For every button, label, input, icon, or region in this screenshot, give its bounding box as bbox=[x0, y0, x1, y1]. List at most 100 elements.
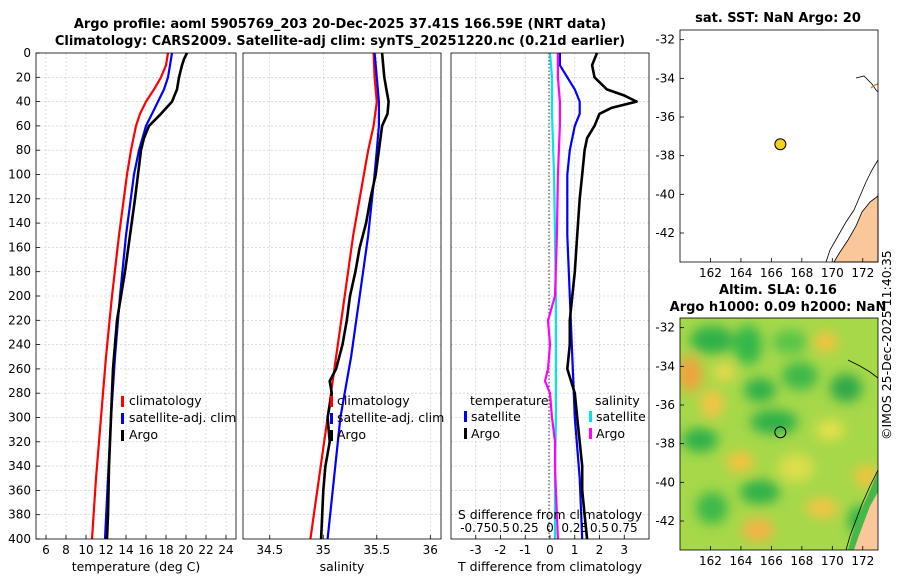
xtick-label--2: -2 bbox=[495, 543, 507, 557]
legend-climatology-swatch bbox=[121, 396, 124, 407]
map-xtick-label-170: 170 bbox=[821, 266, 844, 280]
ytick-label-220: 220 bbox=[8, 313, 31, 327]
sst-map: sat. SST: NaN Argo: 20 162 164 166 168 170 17… bbox=[655, 11, 879, 280]
map-xtick-label-168: 168 bbox=[790, 266, 813, 280]
ytick-label-100: 100 bbox=[8, 168, 31, 182]
s-xtick-label-0: -0.75 bbox=[460, 521, 491, 535]
map-xtick-label-162: 162 bbox=[699, 554, 722, 568]
map-ytick-label--42: -42 bbox=[655, 226, 675, 240]
s-xtick-label-6: 0.75 bbox=[611, 521, 638, 535]
map-ytick-label--36: -36 bbox=[655, 398, 675, 412]
legend-argo-swatch bbox=[121, 430, 124, 441]
series-satellite-adj-clim bbox=[326, 52, 380, 540]
ytick-label-20: 20 bbox=[16, 70, 31, 84]
float-position-marker bbox=[774, 138, 787, 151]
map-xtick-label-170: 170 bbox=[821, 554, 844, 568]
legend-s-satellite-label: satellite bbox=[596, 409, 646, 424]
xtick-label-35: 35 bbox=[316, 543, 331, 557]
legend-s-satellite-swatch bbox=[589, 411, 592, 422]
ytick-label-260: 260 bbox=[8, 362, 31, 376]
xtick-label-36: 36 bbox=[423, 543, 438, 557]
ytick-label-160: 160 bbox=[8, 240, 31, 254]
xtick-label-16: 16 bbox=[138, 543, 153, 557]
difference-legend-salinity: salinity satellite Argo bbox=[589, 393, 646, 441]
series-climatology bbox=[309, 52, 378, 540]
s-xtick-label-5: 0.5 bbox=[590, 521, 609, 535]
ytick-label-340: 340 bbox=[8, 459, 31, 473]
xtick-label-18: 18 bbox=[158, 543, 173, 557]
xtick-label-35.5: 35.5 bbox=[363, 543, 390, 557]
map-ytick-label--40: -40 bbox=[655, 187, 675, 201]
map-xtick-label-166: 166 bbox=[760, 554, 783, 568]
map-xtick-label-168: 168 bbox=[790, 554, 813, 568]
salinity-axes-frame bbox=[242, 52, 442, 540]
ytick-label-80: 80 bbox=[16, 143, 31, 157]
map-xtick-label-164: 164 bbox=[729, 554, 752, 568]
legend-s-argo-label: Argo bbox=[596, 426, 625, 441]
map-ytick-label--34: -34 bbox=[655, 71, 675, 85]
xtick-label-14: 14 bbox=[118, 543, 133, 557]
temperature-legend: climatology satellite-adj. clim Argo bbox=[121, 393, 236, 442]
ytick-label-240: 240 bbox=[8, 338, 31, 352]
sla-map-coastline bbox=[845, 469, 879, 551]
map-ytick-label--32: -32 bbox=[655, 33, 675, 47]
legend-climatology-label: climatology bbox=[129, 393, 202, 408]
xtick-label-10: 10 bbox=[78, 543, 93, 557]
series-climatology bbox=[90, 52, 170, 540]
xtick-label--1: -1 bbox=[519, 543, 531, 557]
sla-map-title: Altim. SLA: 0.16 bbox=[719, 283, 837, 298]
title-line-2: Climatology: CARS2009. Satellite-adj cli… bbox=[55, 34, 625, 49]
map-ytick-label--42: -42 bbox=[655, 514, 675, 528]
salinity-legend: climatology satellite-adj. clim Argo bbox=[330, 393, 444, 442]
map-xtick-label-164: 164 bbox=[729, 266, 752, 280]
map-xtick-label-172: 172 bbox=[851, 554, 874, 568]
sla-field bbox=[680, 318, 878, 550]
s-xtick-label-3: 0 bbox=[546, 521, 554, 535]
xtick-label-1: 1 bbox=[571, 543, 579, 557]
map-ytick-label--38: -38 bbox=[655, 437, 675, 451]
s-xtick-label-2: 0.25 bbox=[512, 521, 539, 535]
map-xtick-label-162: 162 bbox=[699, 266, 722, 280]
map-ytick-label--40: -40 bbox=[655, 475, 675, 489]
series-argo bbox=[105, 52, 189, 540]
ytick-label-300: 300 bbox=[8, 411, 31, 425]
s-xtick-label-4: 0.25 bbox=[561, 521, 588, 535]
sst-map-coastline bbox=[825, 159, 879, 263]
xtick-label-34.5: 34.5 bbox=[256, 543, 283, 557]
xtick-label-2: 2 bbox=[596, 543, 604, 557]
series-argo bbox=[319, 52, 390, 540]
legend-t-argo-label: Argo bbox=[471, 426, 500, 441]
sal-legend-satellite-label: satellite-adj. clim bbox=[337, 410, 444, 425]
sla-map-coast-north bbox=[847, 359, 879, 379]
map-ytick-label--34: -34 bbox=[655, 359, 675, 373]
legend-satellite-label: satellite-adj. clim bbox=[129, 410, 236, 425]
legend-s-argo-swatch bbox=[589, 428, 592, 439]
sst-map-coast-north-2 bbox=[870, 83, 879, 89]
xtick-label-12: 12 bbox=[98, 543, 113, 557]
sla-map-frame bbox=[679, 317, 879, 551]
ytick-label-360: 360 bbox=[8, 483, 31, 497]
xtick-label-20: 20 bbox=[178, 543, 193, 557]
xtick-label--3: -3 bbox=[470, 543, 482, 557]
map-ytick-label--36: -36 bbox=[655, 110, 675, 124]
legend-t-satellite-label: satellite bbox=[471, 409, 521, 424]
ytick-label-380: 380 bbox=[8, 508, 31, 522]
legend-temperature-title: temperature bbox=[470, 393, 549, 408]
difference-legend-temperature: temperature satellite Argo bbox=[464, 393, 549, 441]
ytick-label-280: 280 bbox=[8, 386, 31, 400]
sal-legend-climatology-swatch bbox=[330, 396, 333, 407]
sla-map: Altim. SLA: 0.16 Argo h1000: 0.09 h2000:… bbox=[655, 283, 886, 568]
s-difference-xlabel: S difference from climatology bbox=[458, 507, 643, 522]
sal-legend-argo-swatch bbox=[330, 430, 333, 441]
temperature-xlabel: temperature (deg C) bbox=[72, 559, 201, 574]
map-xtick-label-166: 166 bbox=[760, 266, 783, 280]
imos-watermark: ©IMOS 25-Dec-2025 11:40:35 bbox=[879, 250, 894, 440]
xtick-label-24: 24 bbox=[218, 543, 233, 557]
legend-salinity-title: salinity bbox=[595, 393, 640, 408]
ytick-label-60: 60 bbox=[16, 119, 31, 133]
sal-legend-satellite-swatch bbox=[330, 413, 333, 424]
salinity-xlabel: salinity bbox=[320, 559, 365, 574]
sal-legend-climatology-label: climatology bbox=[337, 393, 410, 408]
xtick-label-3: 3 bbox=[620, 543, 628, 557]
